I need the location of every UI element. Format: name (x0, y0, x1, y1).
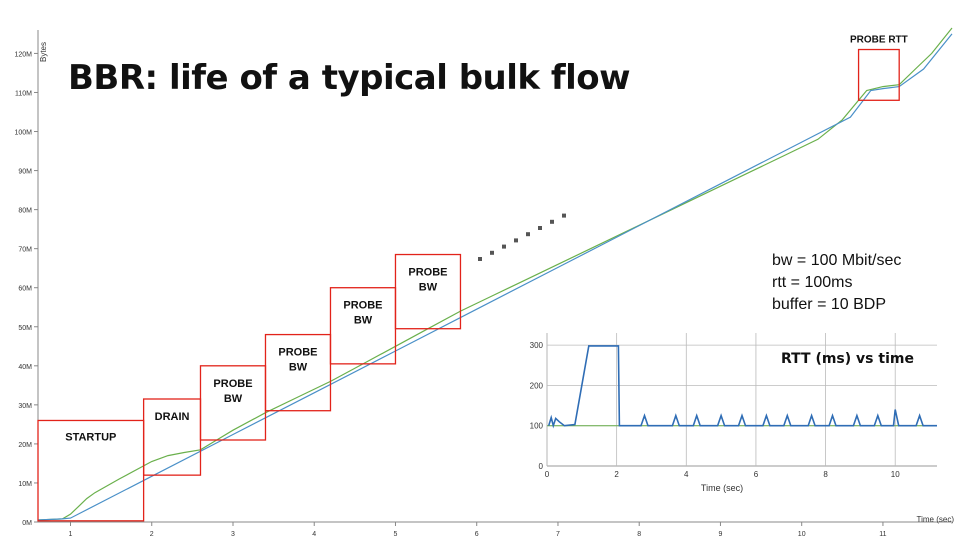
y-tick-label: 60M (18, 286, 32, 293)
x-tick-label: 6 (475, 531, 479, 538)
inset-series-group (547, 345, 937, 429)
x-tick-label: 4 (312, 531, 316, 538)
continuation-dots (478, 213, 566, 261)
phase-label: PROBE (213, 378, 252, 390)
ellipsis-dot (514, 238, 518, 243)
y-tick-label: 10M (18, 481, 32, 488)
inset-x-tick-label: 2 (614, 470, 619, 479)
phase-label: BW (224, 393, 243, 405)
param-bw: bw = 100 Mbit/sec (772, 252, 902, 269)
inset-x-tick-label: 0 (545, 470, 550, 479)
x-tick-label: 2 (150, 531, 154, 538)
inset-title: RTT (ms) vs time (781, 351, 914, 367)
y-tick-label: 20M (18, 442, 32, 449)
phase-label: STARTUP (65, 431, 116, 443)
phase-box (394, 253, 462, 330)
rtt-inset-chart: 0 100 200 300 0 2 4 6 8 10 Time (sec) (520, 325, 950, 495)
x-tick-label: 8 (637, 531, 641, 538)
x-tick-label: 5 (394, 531, 398, 538)
y-tick-label: 100M (14, 130, 32, 137)
inset-y-tick-label: 0 (539, 462, 544, 471)
x-tick-label: 10 (798, 531, 806, 538)
y-tick-label: 110M (15, 90, 32, 97)
phase-label: BW (289, 362, 308, 374)
inset-rtt-line-0 (547, 345, 937, 429)
x-ticks: 1 2 3 4 5 6 7 8 9 10 11 (69, 522, 887, 538)
bulk-flow-chart: Bytes Time (sec) 0M10M20M30M40M50M60M70M… (14, 27, 955, 538)
ellipsis-dot (550, 219, 554, 224)
series-group (37, 27, 953, 521)
y-axis-label: Bytes (39, 42, 48, 62)
ellipsis-dot (526, 232, 530, 237)
inset-x-tick-label: 6 (754, 470, 759, 479)
phase-label: PROBE (343, 300, 382, 312)
x-tick-label: 1 (69, 531, 73, 538)
y-tick-label: 90M (18, 169, 32, 176)
x-axis-label: Time (sec) (917, 515, 955, 524)
inset-x-tick-label: 4 (684, 470, 689, 479)
param-buffer: buffer = 10 BDP (772, 296, 886, 313)
x-tick-label: 11 (879, 531, 886, 538)
ellipsis-dot (562, 213, 566, 218)
ellipsis-dot (538, 226, 542, 230)
phase-label: PROBE RTT (850, 35, 908, 46)
phase-label: BW (419, 282, 438, 294)
ellipsis-dot (478, 257, 482, 261)
inset-x-tick-label: 8 (823, 470, 828, 479)
param-rtt: rtt = 100ms (772, 274, 853, 291)
inset-background (520, 325, 950, 495)
inset-x-tick-label: 10 (891, 470, 900, 479)
phase-label: PROBE (278, 347, 317, 359)
y-tick-label: 80M (18, 208, 32, 215)
x-tick-label: 9 (719, 531, 723, 538)
inset-y-tick-label: 100 (530, 422, 544, 431)
phase-box (264, 333, 332, 412)
phase-label: BW (354, 315, 373, 327)
inset-y-tick-label: 200 (530, 381, 544, 390)
x-tick-label: 7 (556, 531, 560, 538)
phase-label: PROBE (408, 267, 447, 279)
series-line-1 (37, 33, 953, 521)
y-tick-label: 120M (14, 51, 32, 58)
ellipsis-dot (502, 244, 506, 249)
phase-box (857, 48, 900, 101)
y-ticks: 0M 10M 20M 30M 40M 50M 60M 70M 80M 90M 100M 110M 120… (14, 51, 38, 527)
ellipsis-dot (490, 250, 494, 255)
y-tick-label: 70M (18, 247, 32, 254)
phase-annotations: STARTUP DRAIN PROBE BW PROBE BW PROBE BW PROBE BW… (37, 35, 908, 522)
y-tick-label: 40M (18, 364, 32, 371)
y-tick-label: 30M (18, 403, 32, 410)
parameters-block: bw = 100 Mbit/sec rtt = 100ms buffer = 1… (772, 250, 901, 316)
inset-y-tick-label: 300 (530, 341, 544, 350)
y-tick-label: 0M (22, 520, 32, 527)
inset-x-axis-label: Time (sec) (701, 483, 743, 493)
phase-label: DRAIN (155, 411, 190, 423)
slide-title: BBR: life of a typical bulk flow (68, 58, 631, 98)
x-tick-label: 3 (231, 531, 235, 538)
y-tick-label: 50M (18, 325, 32, 332)
